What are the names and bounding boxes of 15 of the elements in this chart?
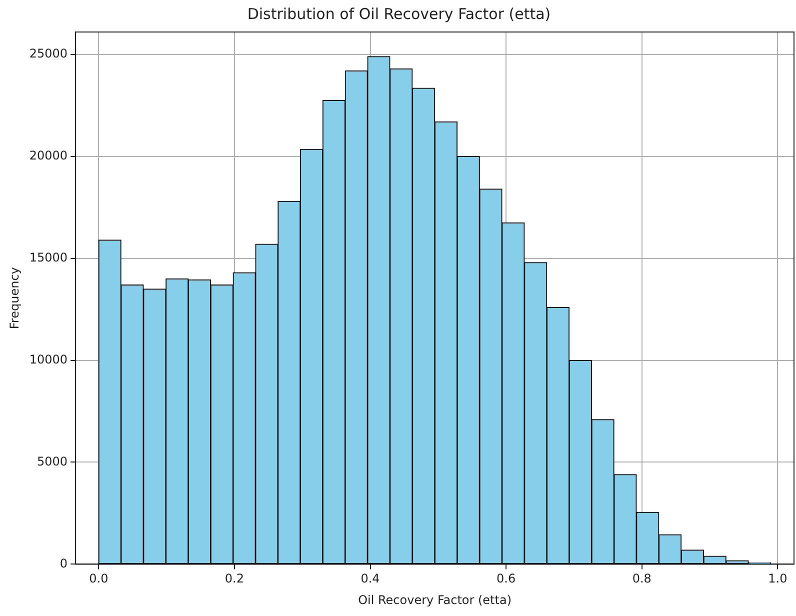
- y-tick-label: 25000: [29, 46, 68, 61]
- y-tick-label: 0: [60, 556, 68, 570]
- y-tick-label: 15000: [29, 250, 68, 264]
- x-tick-label: 0.6: [496, 572, 516, 586]
- y-tick-label: 10000: [29, 352, 68, 366]
- y-tick-label: 5000: [37, 454, 68, 468]
- chart-title: Distribution of Oil Recovery Factor (etta): [247, 4, 551, 23]
- x-tick-label: 0.2: [224, 572, 244, 586]
- y-axis-title: Frequency: [7, 267, 22, 330]
- x-tick-label: 0.0: [89, 572, 108, 586]
- y-tick-label: 20000: [29, 148, 68, 163]
- x-tick-label: 0.4: [360, 572, 380, 586]
- x-tick-label: 0.8: [632, 572, 652, 586]
- x-tick-label: 1.0: [768, 572, 788, 586]
- x-axis-title: Oil Recovery Factor (etta): [358, 592, 512, 607]
